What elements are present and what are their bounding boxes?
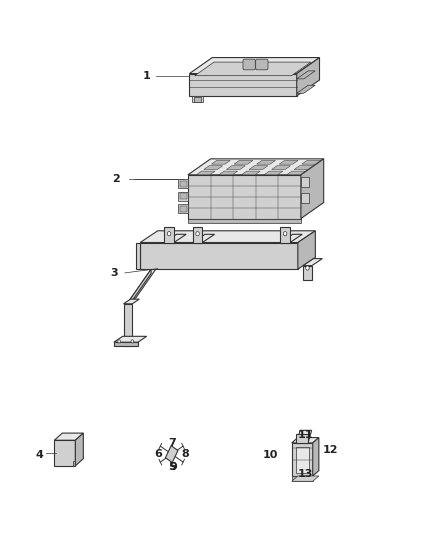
- Polygon shape: [301, 177, 309, 187]
- Polygon shape: [164, 235, 186, 243]
- Polygon shape: [234, 160, 253, 164]
- Text: 8: 8: [181, 449, 189, 459]
- Polygon shape: [292, 443, 313, 476]
- Polygon shape: [54, 440, 75, 466]
- Polygon shape: [301, 159, 324, 219]
- Circle shape: [196, 231, 199, 236]
- Polygon shape: [124, 299, 139, 304]
- Text: 1: 1: [143, 71, 151, 81]
- FancyBboxPatch shape: [256, 59, 268, 70]
- Polygon shape: [196, 171, 215, 175]
- Polygon shape: [313, 438, 319, 476]
- Polygon shape: [192, 96, 203, 102]
- Polygon shape: [188, 175, 301, 219]
- Polygon shape: [292, 476, 319, 481]
- Polygon shape: [301, 193, 309, 203]
- Polygon shape: [302, 160, 321, 164]
- Polygon shape: [140, 231, 315, 243]
- Polygon shape: [180, 181, 187, 187]
- Polygon shape: [272, 166, 290, 169]
- Polygon shape: [296, 447, 308, 473]
- Polygon shape: [226, 166, 245, 169]
- Polygon shape: [292, 438, 319, 443]
- Polygon shape: [294, 166, 313, 169]
- Polygon shape: [166, 446, 178, 463]
- Polygon shape: [75, 433, 83, 466]
- Circle shape: [131, 340, 134, 343]
- Polygon shape: [257, 160, 276, 164]
- Polygon shape: [178, 192, 188, 201]
- Polygon shape: [212, 160, 230, 164]
- Text: 7: 7: [168, 439, 176, 448]
- Circle shape: [167, 231, 171, 236]
- Polygon shape: [180, 193, 187, 199]
- Polygon shape: [124, 304, 132, 346]
- Polygon shape: [54, 433, 83, 440]
- Polygon shape: [127, 263, 160, 304]
- Text: 5: 5: [168, 462, 176, 472]
- Text: 4: 4: [35, 450, 43, 459]
- FancyBboxPatch shape: [243, 59, 255, 70]
- Polygon shape: [190, 58, 320, 74]
- Polygon shape: [136, 243, 140, 269]
- Polygon shape: [195, 62, 311, 76]
- Polygon shape: [249, 166, 268, 169]
- Polygon shape: [298, 231, 315, 269]
- Polygon shape: [241, 171, 260, 175]
- Polygon shape: [297, 85, 315, 93]
- Polygon shape: [127, 269, 151, 308]
- Polygon shape: [178, 204, 188, 213]
- Circle shape: [283, 231, 287, 236]
- Polygon shape: [280, 227, 290, 243]
- Polygon shape: [188, 219, 301, 223]
- Text: 12: 12: [323, 446, 339, 455]
- Circle shape: [306, 266, 309, 270]
- Polygon shape: [303, 265, 312, 280]
- Polygon shape: [292, 476, 313, 481]
- Polygon shape: [297, 71, 315, 79]
- Text: 13: 13: [298, 470, 314, 479]
- Polygon shape: [279, 160, 298, 164]
- Polygon shape: [190, 74, 297, 96]
- Polygon shape: [114, 336, 147, 342]
- Polygon shape: [73, 461, 75, 466]
- Polygon shape: [114, 342, 138, 346]
- Polygon shape: [286, 171, 305, 175]
- Polygon shape: [219, 171, 238, 175]
- Polygon shape: [194, 97, 201, 102]
- Text: 6: 6: [155, 449, 162, 459]
- Text: 2: 2: [112, 174, 120, 183]
- Polygon shape: [178, 179, 188, 188]
- Circle shape: [118, 340, 120, 343]
- Polygon shape: [193, 235, 215, 243]
- Polygon shape: [164, 227, 174, 243]
- Polygon shape: [204, 166, 223, 169]
- Text: 10: 10: [263, 450, 279, 459]
- Text: 9: 9: [169, 462, 177, 472]
- Polygon shape: [180, 206, 187, 212]
- Polygon shape: [297, 58, 320, 96]
- Polygon shape: [280, 235, 302, 243]
- Polygon shape: [297, 430, 312, 443]
- Polygon shape: [264, 171, 283, 175]
- Polygon shape: [303, 259, 322, 265]
- Polygon shape: [193, 227, 202, 243]
- Polygon shape: [140, 243, 298, 269]
- Polygon shape: [188, 159, 324, 175]
- Text: 3: 3: [110, 268, 118, 278]
- Polygon shape: [297, 433, 308, 443]
- Text: 11: 11: [298, 431, 314, 440]
